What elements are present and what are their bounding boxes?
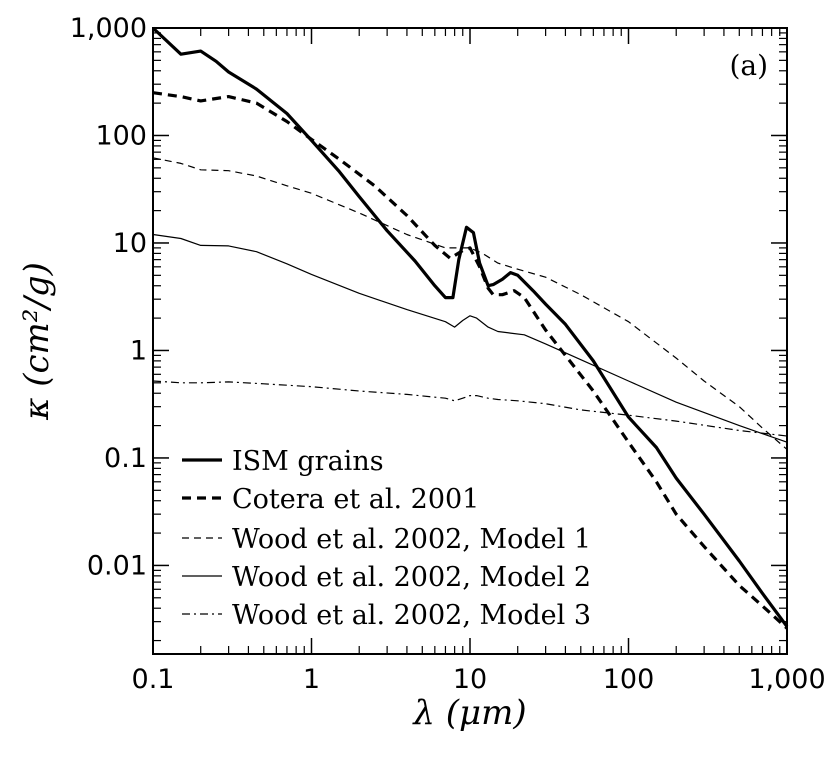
series-line-2 [152, 91, 789, 630]
legend: ISM grains Cotera et al. 2001 Wood et al… [182, 446, 591, 631]
legend-label-ism-grains: ISM grains [232, 446, 384, 477]
legend-label-wood-model-3: Wood et al. 2002, Model 3 [232, 600, 591, 631]
x-axis-title: λ (μm) [411, 693, 526, 733]
legend-label-wood-model-1: Wood et al. 2002, Model 1 [232, 524, 591, 555]
y-tick-label: 0.01 [87, 550, 147, 581]
x-tick-label: 1,000 [748, 664, 825, 695]
legend-label-wood-model-2: Wood et al. 2002, Model 2 [232, 562, 591, 593]
x-tick-label: 0.1 [132, 664, 175, 695]
plot-lines [151, 26, 789, 630]
y-axis-title: κ (cm²/g) [17, 262, 57, 421]
series-line-4 [152, 233, 788, 443]
series-line-3 [152, 157, 788, 450]
legend-label-cotera-2001: Cotera et al. 2001 [232, 484, 479, 515]
series-line-5 [152, 380, 788, 437]
y-tick-label: 10 [113, 228, 147, 259]
series-line-1 [151, 26, 789, 628]
panel-label: (a) [729, 49, 768, 82]
axis-ticks: 0.1 1 10 100 1,000 0.01 0.1 1 10 100 1,000 [70, 13, 826, 695]
y-tick-label: 1 [130, 335, 147, 366]
y-tick-label: 0.1 [104, 443, 147, 474]
x-tick-label: 10 [453, 664, 487, 695]
plot-frame [152, 27, 788, 655]
y-tick-label: 100 [95, 120, 147, 151]
y-tick-label: 1,000 [70, 13, 147, 44]
x-tick-label: 100 [603, 664, 655, 695]
x-tick-label: 1 [303, 664, 320, 695]
